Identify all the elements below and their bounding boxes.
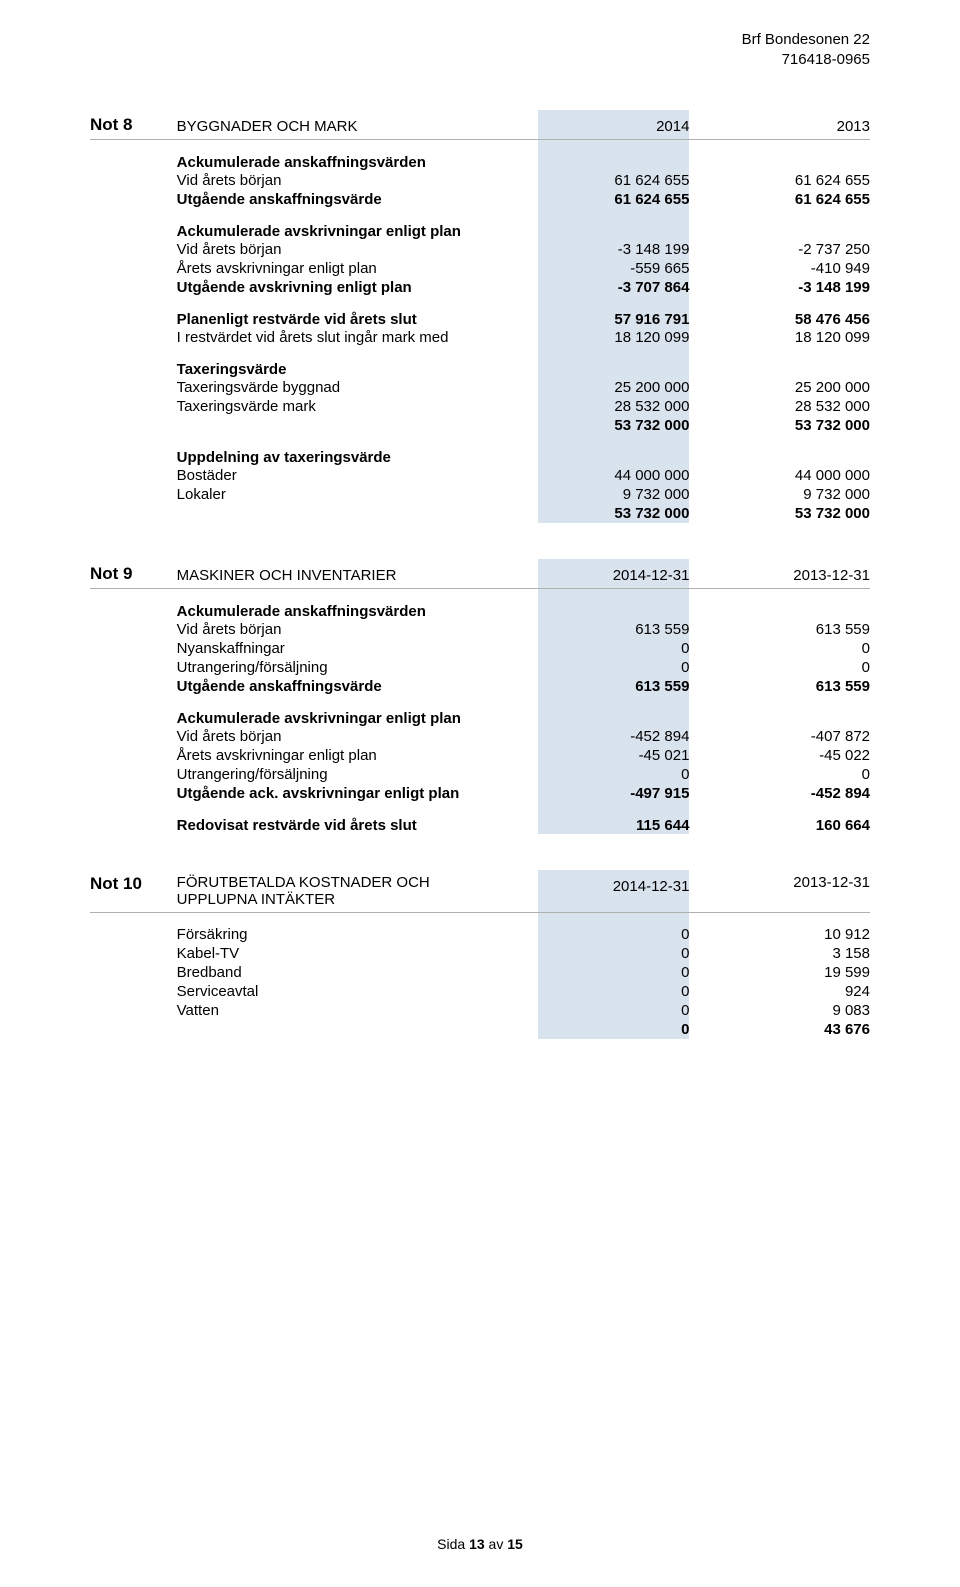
table-row: Redovisat restvärde vid årets slut115 64…	[90, 803, 870, 834]
note-9-s2-head: Ackumulerade avskrivningar enligt plan	[90, 696, 870, 727]
table-row: Vid årets början61 624 65561 624 655	[90, 171, 870, 190]
note-10-spacer	[90, 913, 870, 926]
table-row: Årets avskrivningar enligt plan-45 021-4…	[90, 746, 870, 765]
footer-prefix: Sida	[437, 1536, 469, 1552]
org-name: Brf Bondesonen 22	[742, 30, 870, 50]
page: Brf Bondesonen 22 716418-0965 Not 8 BYGG…	[0, 0, 960, 1587]
table-row: Planenligt restvärde vid årets slut57 91…	[90, 297, 870, 328]
note-10-header-row: Not 10 FÖRUTBETALDA KOSTNADER OCH UPPLUP…	[90, 874, 870, 913]
table-row: Bredband019 599	[90, 963, 870, 982]
footer-page: 13	[469, 1536, 485, 1552]
org-number: 716418-0965	[742, 50, 870, 70]
note-8-label: Not 8	[90, 115, 133, 134]
note-10-col-y1: 2014-12-31	[538, 874, 690, 913]
note-8-s5-head: Uppdelning av taxeringsvärde	[90, 435, 870, 466]
table-row: Serviceavtal0924	[90, 982, 870, 1001]
note-8-col-2014: 2014	[538, 114, 690, 140]
table-row: 53 732 00053 732 000	[90, 416, 870, 435]
note-8-col-2013: 2013	[718, 114, 870, 140]
document-header: Brf Bondesonen 22 716418-0965	[742, 30, 870, 69]
note-8-header-row: Not 8 BYGGNADER OCH MARK 2014 2013	[90, 114, 870, 140]
note-8-table: Not 8 BYGGNADER OCH MARK 2014 2013 Ackum…	[90, 110, 870, 523]
table-row: 043 676	[90, 1020, 870, 1039]
note-8-s2-head: Ackumulerade avskrivningar enligt plan	[90, 209, 870, 240]
table-row: Årets avskrivningar enligt plan-559 665-…	[90, 259, 870, 278]
note-8-s1-head: Ackumulerade anskaffningsvärden	[90, 140, 870, 172]
note-10: Not 10 FÖRUTBETALDA KOSTNADER OCH UPPLUP…	[90, 870, 870, 1039]
note-10-col-y2: 2013-12-31	[718, 874, 870, 913]
table-row: I restvärdet vid årets slut ingår mark m…	[90, 328, 870, 347]
page-footer: Sida 13 av 15	[0, 1536, 960, 1552]
table-row: Taxeringsvärde mark28 532 00028 532 000	[90, 397, 870, 416]
note-9-col-y1: 2014-12-31	[538, 563, 690, 589]
table-row: Nyanskaffningar00	[90, 639, 870, 658]
note-10-title: FÖRUTBETALDA KOSTNADER OCH UPPLUPNA INTÄ…	[177, 874, 538, 913]
note-9-header-row: Not 9 MASKINER OCH INVENTARIER 2014-12-3…	[90, 563, 870, 589]
note-8-title: BYGGNADER OCH MARK	[177, 114, 538, 140]
footer-mid: av	[485, 1536, 508, 1552]
table-row: Vatten09 083	[90, 1001, 870, 1020]
table-row: Kabel-TV03 158	[90, 944, 870, 963]
table-row: Lokaler9 732 0009 732 000	[90, 485, 870, 504]
table-row: Vid årets början-3 148 199-2 737 250	[90, 240, 870, 259]
note-10-label: Not 10	[90, 874, 142, 893]
table-row: Bostäder44 000 00044 000 000	[90, 466, 870, 485]
note-10-table: Not 10 FÖRUTBETALDA KOSTNADER OCH UPPLUP…	[90, 870, 870, 1039]
note-9: Not 9 MASKINER OCH INVENTARIER 2014-12-3…	[90, 559, 870, 834]
table-row: Utgående avskrivning enligt plan-3 707 8…	[90, 278, 870, 297]
table-row: Vid årets början613 559613 559	[90, 620, 870, 639]
table-row: 53 732 00053 732 000	[90, 504, 870, 523]
table-row: Utrangering/försäljning00	[90, 658, 870, 677]
note-8-s4-head: Taxeringsvärde	[90, 347, 870, 378]
note-9-label: Not 9	[90, 564, 133, 583]
note-9-table: Not 9 MASKINER OCH INVENTARIER 2014-12-3…	[90, 559, 870, 834]
footer-total: 15	[507, 1536, 523, 1552]
note-9-title: MASKINER OCH INVENTARIER	[177, 563, 538, 589]
table-row: Utgående ack. avskrivningar enligt plan-…	[90, 784, 870, 803]
table-row: Utrangering/försäljning00	[90, 765, 870, 784]
note-8: Not 8 BYGGNADER OCH MARK 2014 2013 Ackum…	[90, 110, 870, 523]
note-9-s1-head: Ackumulerade anskaffningsvärden	[90, 589, 870, 621]
table-row: Försäkring010 912	[90, 925, 870, 944]
table-row: Utgående anskaffningsvärde61 624 65561 6…	[90, 190, 870, 209]
note-9-col-y2: 2013-12-31	[718, 563, 870, 589]
table-row: Taxeringsvärde byggnad25 200 00025 200 0…	[90, 378, 870, 397]
table-row: Vid årets början-452 894-407 872	[90, 727, 870, 746]
table-row: Utgående anskaffningsvärde613 559613 559	[90, 677, 870, 696]
